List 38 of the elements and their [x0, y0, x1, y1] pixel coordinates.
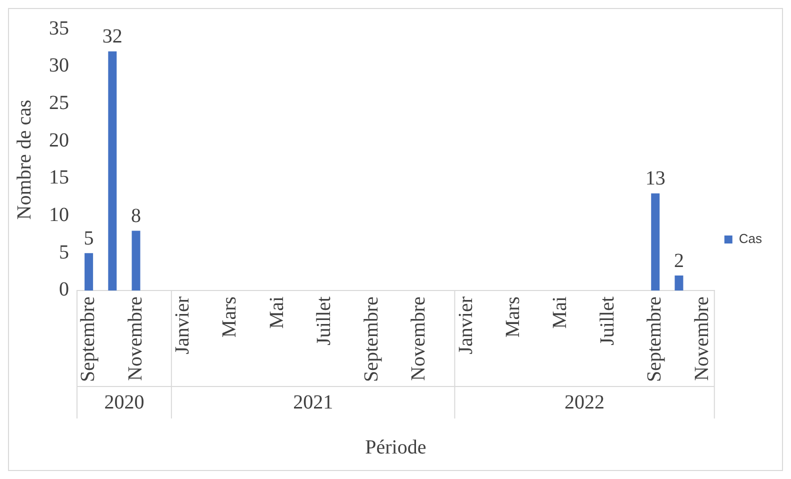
x-tick-label: Juillet: [313, 296, 336, 346]
y-tick-label: 30: [49, 54, 69, 77]
text: 2022: [564, 392, 605, 414]
data-label: 5: [84, 227, 94, 250]
bar: [651, 193, 660, 290]
x-tick-label: Novembre: [690, 296, 713, 381]
y-axis-title: Nombre de cas: [13, 100, 36, 220]
x-tick-label: Janvier: [454, 296, 477, 354]
x-tick-label: Septembre: [77, 296, 100, 382]
x-tick-label: Juillet: [596, 296, 618, 346]
y-tick-label: 20: [49, 129, 69, 152]
x-tick-label: Mai: [549, 296, 572, 329]
x-tick-label: Mars: [218, 296, 241, 338]
x-tick-label: Mai: [266, 296, 288, 329]
y-tick-label: 10: [49, 204, 69, 226]
x-tick-label: Mars: [502, 296, 524, 338]
bar: [108, 51, 117, 290]
x-axis-title: Période: [365, 436, 426, 458]
y-tick-label: 35: [49, 17, 69, 40]
x-tick-label: Novembre: [408, 296, 430, 381]
x-tick-label: Janvier: [171, 296, 194, 354]
legend-label: Cas: [738, 231, 762, 246]
y-tick-label: 15: [49, 166, 69, 189]
y-tick-label: 25: [49, 92, 69, 114]
data-label: 13: [645, 168, 666, 190]
x-tick-label: Novembre: [124, 296, 146, 381]
x-tick-label: Septembre: [644, 296, 666, 382]
data-label: 8: [131, 204, 142, 227]
bar: [84, 253, 94, 290]
text: 2020: [104, 392, 144, 414]
x-tick-label: Septembre: [360, 296, 382, 382]
text: 2021: [293, 392, 334, 414]
y-tick-label: 0: [59, 278, 69, 301]
bar: [132, 230, 140, 290]
data-label: 2: [674, 250, 684, 272]
bar: [674, 276, 684, 290]
data-label: 32: [102, 26, 122, 48]
y-tick-label: 5: [59, 241, 69, 264]
